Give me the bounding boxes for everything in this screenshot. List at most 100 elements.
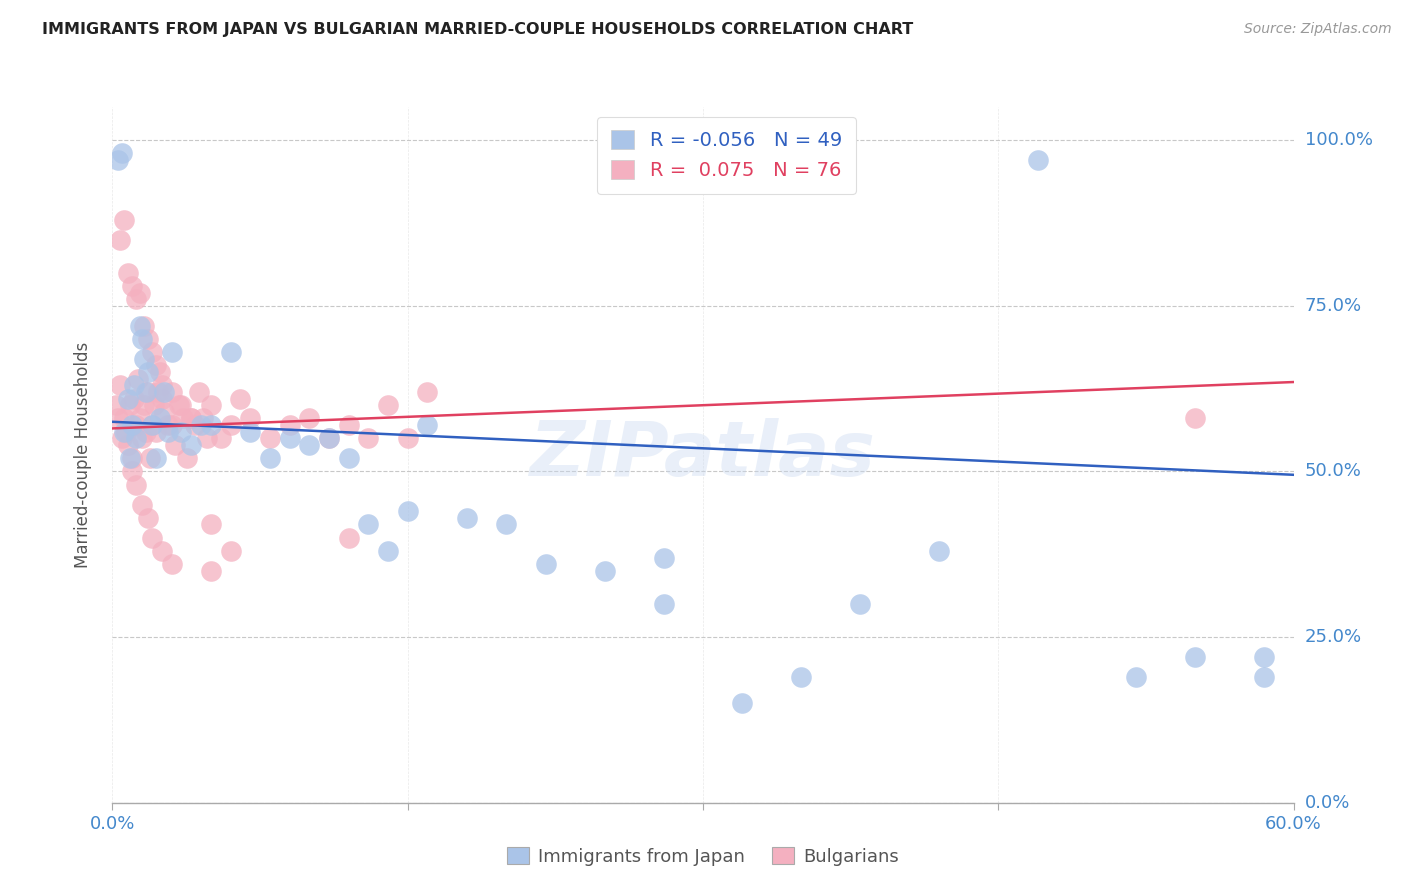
Point <box>184 418 207 433</box>
Point <box>377 544 399 558</box>
Text: IMMIGRANTS FROM JAPAN VS BULGARIAN MARRIED-COUPLE HOUSEHOLDS CORRELATION CHART: IMMIGRANTS FROM JAPAN VS BULGARIAN MARRI… <box>42 22 914 37</box>
Point <box>652 550 675 565</box>
Text: 100.0%: 100.0% <box>1305 131 1372 149</box>
Point <box>200 418 222 433</box>
Point <box>131 498 153 512</box>
Point <box>176 451 198 466</box>
Point <box>259 451 281 466</box>
Point <box>139 451 162 466</box>
Point <box>209 431 232 445</box>
Point <box>652 597 675 611</box>
Point <box>136 365 159 379</box>
Point <box>219 345 242 359</box>
Point <box>377 398 399 412</box>
Point <box>112 411 135 425</box>
Point <box>129 285 152 300</box>
Point <box>298 438 321 452</box>
Point <box>200 398 222 412</box>
Text: Source: ZipAtlas.com: Source: ZipAtlas.com <box>1244 22 1392 37</box>
Point <box>135 384 157 399</box>
Point <box>120 398 142 412</box>
Point <box>145 451 167 466</box>
Point <box>132 318 155 333</box>
Point <box>110 233 132 247</box>
Point <box>107 411 129 425</box>
Point <box>115 425 138 439</box>
Point <box>318 431 340 445</box>
Point <box>122 378 145 392</box>
Point <box>337 531 360 545</box>
Point <box>136 511 159 525</box>
Point <box>416 384 439 399</box>
Point <box>156 418 179 433</box>
Point <box>132 351 155 366</box>
Point <box>149 365 172 379</box>
Point <box>131 431 153 445</box>
Point <box>278 431 301 445</box>
Point <box>131 332 153 346</box>
Text: 25.0%: 25.0% <box>1305 628 1362 646</box>
Point <box>849 597 872 611</box>
Point <box>239 425 262 439</box>
Point <box>121 279 143 293</box>
Point <box>136 332 159 346</box>
Point <box>357 517 380 532</box>
Point <box>135 425 157 439</box>
Point <box>117 266 139 280</box>
Point <box>298 411 321 425</box>
Text: ZIPatlas: ZIPatlas <box>530 418 876 491</box>
Point <box>160 345 183 359</box>
Point <box>337 451 360 466</box>
Point <box>141 418 163 433</box>
Point <box>107 153 129 167</box>
Point <box>1184 411 1206 425</box>
Point <box>495 517 517 532</box>
Point <box>117 438 139 452</box>
Legend: Immigrants from Japan, Bulgarians: Immigrants from Japan, Bulgarians <box>501 839 905 873</box>
Point <box>731 697 754 711</box>
Point <box>142 398 165 412</box>
Legend: R = -0.056   N = 49, R =  0.075   N = 76: R = -0.056 N = 49, R = 0.075 N = 76 <box>598 117 856 194</box>
Point <box>145 425 167 439</box>
Point <box>160 558 183 572</box>
Point <box>129 318 152 333</box>
Point <box>416 418 439 433</box>
Point <box>152 405 174 419</box>
Point <box>1184 650 1206 665</box>
Point <box>127 372 149 386</box>
Text: 50.0%: 50.0% <box>1305 462 1361 481</box>
Point <box>160 418 183 433</box>
Point <box>180 438 202 452</box>
Point <box>200 564 222 578</box>
Point <box>169 398 191 412</box>
Point <box>125 431 148 445</box>
Point <box>188 384 211 399</box>
Point <box>117 392 139 406</box>
Point <box>141 531 163 545</box>
Point <box>928 544 950 558</box>
Point <box>132 398 155 412</box>
Point <box>219 418 242 433</box>
Point <box>121 451 143 466</box>
Point <box>129 411 152 425</box>
Point <box>180 411 202 425</box>
Point <box>125 292 148 306</box>
Point <box>120 451 142 466</box>
Point <box>534 558 557 572</box>
Point <box>141 345 163 359</box>
Point <box>145 359 167 373</box>
Point <box>456 511 478 525</box>
Point <box>121 465 143 479</box>
Point <box>790 670 813 684</box>
Point <box>156 425 179 439</box>
Point <box>278 418 301 433</box>
Point <box>150 544 173 558</box>
Point <box>396 504 419 518</box>
Point <box>1125 670 1147 684</box>
Point <box>136 384 159 399</box>
Point <box>190 418 212 433</box>
Point <box>239 411 262 425</box>
Point <box>141 418 163 433</box>
Point <box>110 378 132 392</box>
Y-axis label: Married-couple Households: Married-couple Households <box>73 342 91 568</box>
